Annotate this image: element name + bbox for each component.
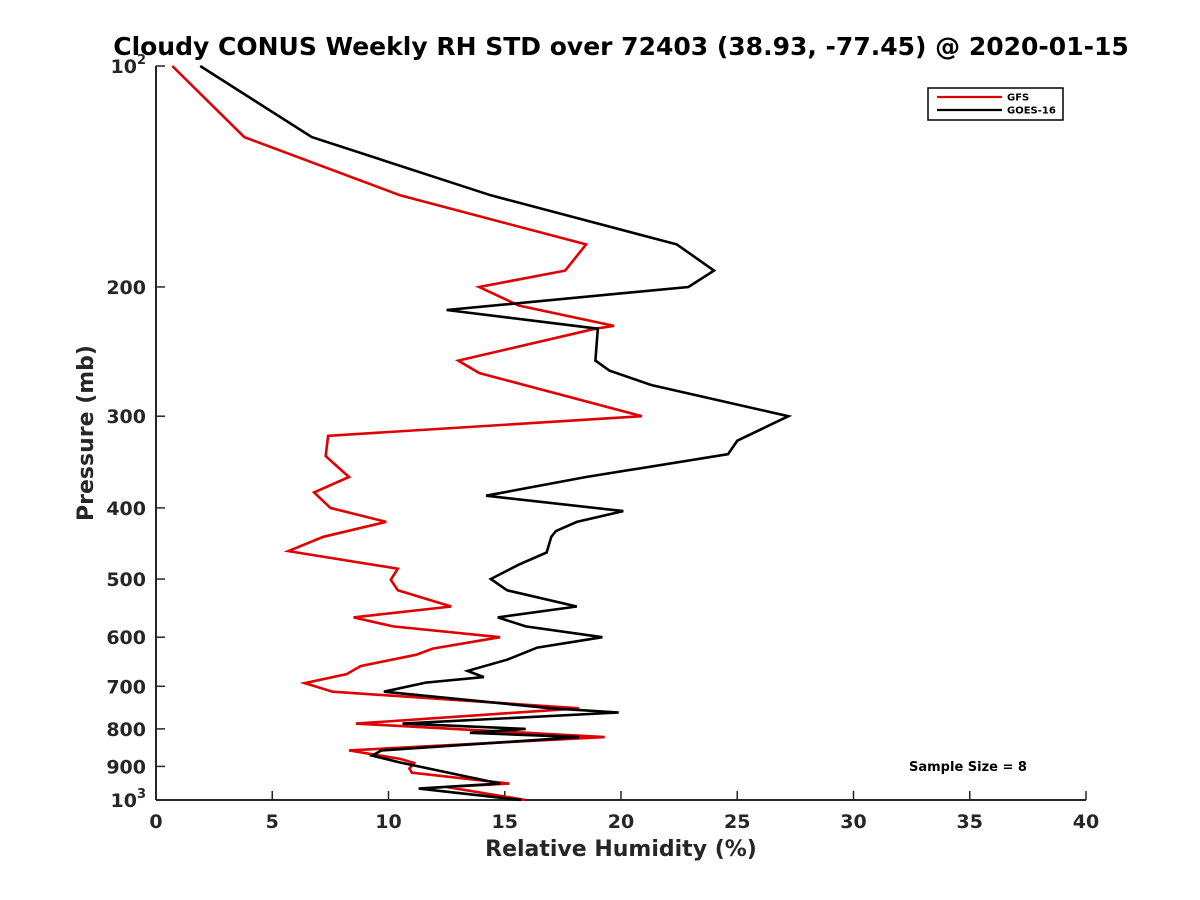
y-tick-label: 900 — [106, 756, 146, 778]
x-axis-ticks: 0 5 10 15 20 25 30 35 40 — [149, 791, 1099, 833]
series-layer — [171, 64, 793, 802]
y-tick-label: 800 — [106, 719, 146, 741]
y-tick-label: 600 — [106, 627, 146, 649]
y-axis-label: Pressure (mb) — [74, 345, 99, 521]
x-tick-label: 10 — [375, 811, 401, 833]
x-tick-label: 25 — [724, 811, 750, 833]
x-axis-label: Relative Humidity (%) — [485, 837, 757, 862]
series-line-goes16 — [199, 64, 793, 802]
chart-title: Cloudy CONUS Weekly RH STD over 72403 (3… — [113, 32, 1129, 61]
y-tick-label: 102 — [111, 53, 147, 78]
y-tick-label: 200 — [106, 277, 146, 299]
x-tick-label: 30 — [840, 811, 866, 833]
y-tick-label: 103 — [111, 787, 147, 812]
x-tick-label: 15 — [492, 811, 518, 833]
x-tick-label: 0 — [149, 811, 162, 833]
y-axis-ticks: 102 200 300 400 500 600 700 800 900 103 — [106, 53, 165, 812]
legend-label-gfs: GFS — [1007, 93, 1029, 104]
axes-box — [156, 66, 1086, 800]
legend: GFS GOES-16 — [927, 87, 1064, 121]
plot-area — [156, 66, 1086, 800]
y-tick-label: 300 — [106, 406, 146, 428]
x-tick-label: 5 — [266, 811, 279, 833]
x-tick-label: 40 — [1073, 811, 1099, 833]
y-tick-label: 500 — [106, 569, 146, 591]
y-tick-label: 400 — [106, 498, 146, 520]
y-tick-label: 700 — [106, 676, 146, 698]
legend-box — [927, 87, 1064, 121]
x-tick-label: 35 — [957, 811, 983, 833]
legend-label-goes16: GOES-16 — [1007, 106, 1056, 117]
sample-size-annotation: Sample Size = 8 — [909, 760, 1027, 775]
x-tick-label: 20 — [608, 811, 634, 833]
